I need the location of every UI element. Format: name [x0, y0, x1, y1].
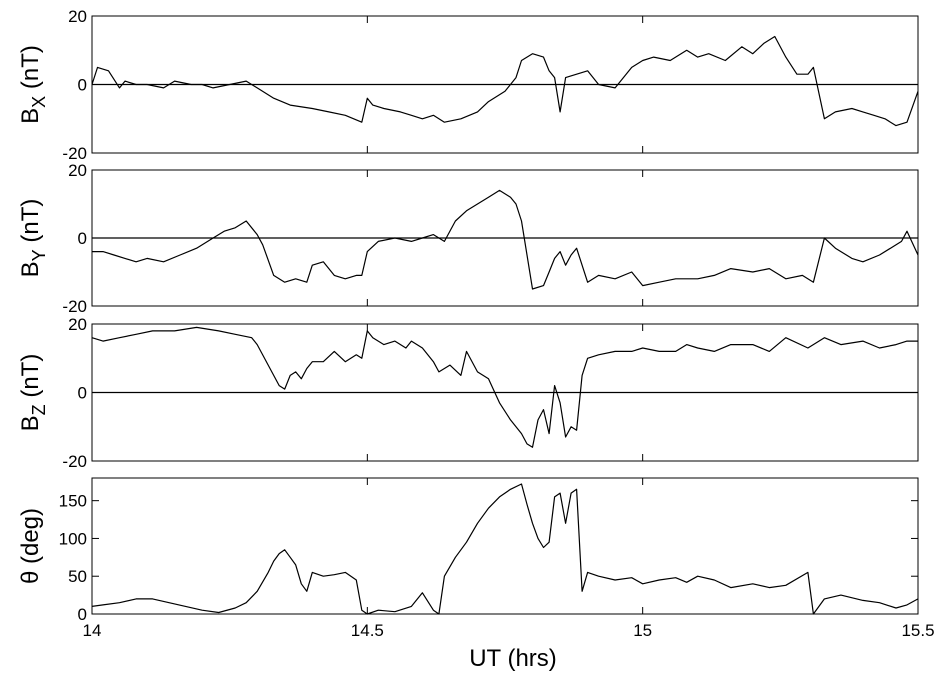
y-label-main: B	[17, 261, 44, 277]
y-tick-label: 20	[68, 7, 87, 26]
y-axis-label-By: BY (nT)	[17, 199, 49, 278]
x-tick-label: 14	[83, 621, 102, 640]
y-label-subscript: X	[29, 96, 49, 108]
y-tick-label: 0	[78, 76, 87, 95]
y-label-main: θ (deg)	[17, 508, 44, 584]
x-tick-label: 15	[633, 621, 652, 640]
y-label-unit: (nT)	[17, 199, 44, 250]
y-tick-label: 0	[78, 384, 87, 403]
y-axis-label-Bz: BZ (nT)	[17, 354, 49, 432]
y-label-unit: (nT)	[17, 45, 44, 96]
panel-Bx: -20 0 20 BX (nT)	[17, 7, 919, 163]
series-line-theta	[91, 483, 919, 615]
series-line-By	[92, 189, 919, 290]
y-axis-label-theta: θ (deg)	[17, 508, 44, 584]
y-tick-label: 0	[78, 229, 87, 248]
y-tick-label: 20	[68, 315, 87, 334]
y-tick-label: 50	[68, 567, 87, 586]
y-label-unit: (nT)	[17, 354, 44, 405]
y-label-main: B	[17, 108, 44, 124]
panel-Bz: -20 0 20 BZ (nT)	[17, 315, 919, 471]
y-label-subscript: Z	[29, 404, 49, 415]
y-tick-label: 150	[59, 492, 87, 511]
y-axis-label-Bx: BX (nT)	[17, 45, 49, 124]
y-tick-label: -20	[62, 452, 87, 471]
y-label-main: B	[17, 415, 44, 431]
x-tick-label: 14.5	[351, 621, 384, 640]
x-tick-labels: 14 14.5 15 15.5	[83, 621, 935, 640]
y-tick-label: 0	[78, 605, 87, 624]
x-axis-label: UT (hrs)	[469, 645, 557, 672]
panel-By: -20 0 20 BY (nT)	[17, 161, 919, 316]
series-line-Bz	[91, 326, 918, 448]
y-tick-label: -20	[62, 144, 87, 163]
y-tick-label: -20	[62, 297, 87, 316]
panel-frame	[91, 477, 919, 615]
x-tick-label: 15.5	[901, 621, 934, 640]
y-tick-label: 100	[59, 529, 87, 548]
y-tick-label: 20	[68, 161, 87, 180]
panel-theta: 0 50 100 150 θ (deg)	[17, 477, 919, 624]
y-label-subscript: Y	[29, 249, 49, 261]
series-line-Bx	[91, 35, 919, 127]
